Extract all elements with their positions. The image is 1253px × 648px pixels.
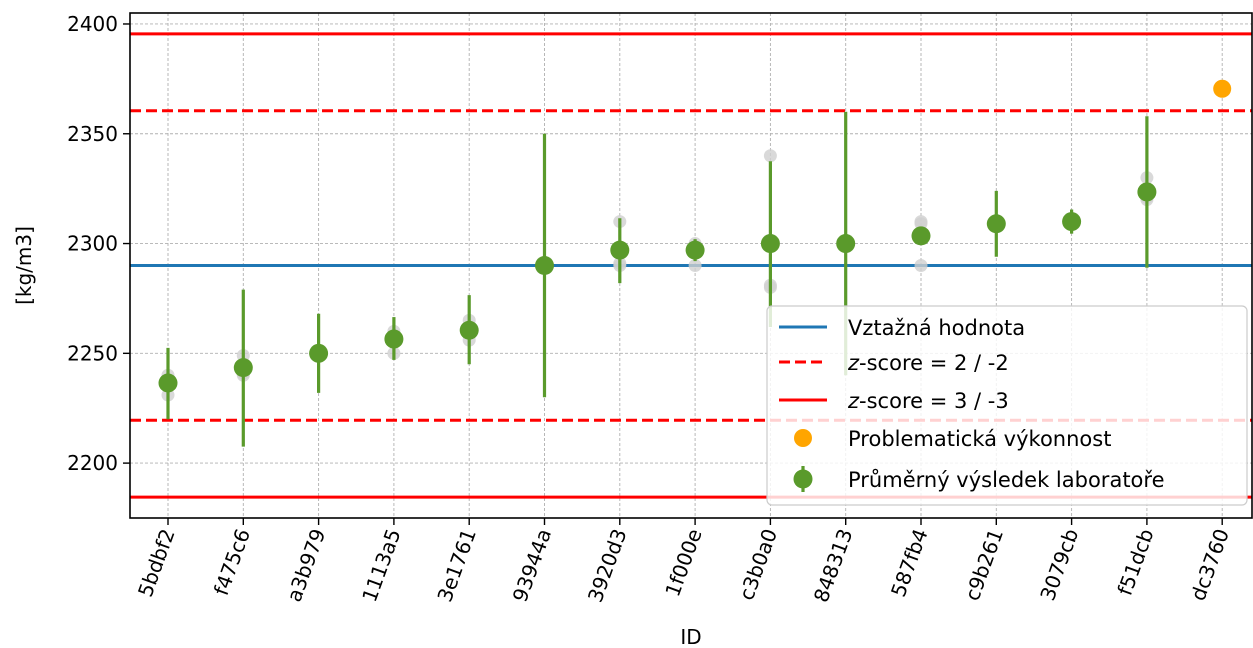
x-axis: 5bdbf2 f475c6 a3b979 1113a5 3e1761 93944a 3920… bbox=[133, 518, 1234, 605]
mean-point bbox=[535, 256, 554, 275]
x-tick-label: f475c6 bbox=[209, 526, 255, 599]
legend-label-italic: z bbox=[847, 351, 860, 375]
x-tick-label: c3b0a0 bbox=[734, 526, 782, 604]
replicate-point bbox=[914, 259, 928, 272]
legend-swatch-dot bbox=[793, 469, 813, 489]
legend-item-problem: Problematická výkonnost bbox=[794, 427, 1111, 451]
x-tick-label: 3079cb bbox=[1035, 526, 1083, 604]
mean-point bbox=[1062, 212, 1082, 232]
y-tick-label: 2300 bbox=[67, 232, 118, 256]
y-axis: 2200 2250 2300 2350 2400 bbox=[67, 12, 130, 475]
x-tick-label: a3b979 bbox=[282, 526, 330, 605]
x-tick-label: c9b261 bbox=[960, 526, 1008, 604]
mean-point bbox=[459, 320, 479, 340]
legend-label-rest: -score = 3 / -3 bbox=[859, 389, 1009, 413]
x-axis-label: ID bbox=[680, 625, 701, 648]
mean-points bbox=[158, 79, 1232, 393]
plot-frame bbox=[129, 12, 1253, 519]
x-tick-label: 5bdbf2 bbox=[133, 526, 180, 601]
legend-label: z-score = 3 / -3 bbox=[847, 389, 1009, 413]
mean-point bbox=[309, 343, 329, 363]
mean-point bbox=[1137, 182, 1157, 202]
mean-point bbox=[836, 234, 856, 254]
mean-point bbox=[610, 240, 630, 260]
legend-box bbox=[766, 305, 1248, 506]
mean-point bbox=[760, 234, 780, 254]
y-tick-label: 2350 bbox=[67, 122, 118, 146]
mean-point bbox=[158, 373, 178, 393]
mean-point bbox=[911, 226, 931, 246]
mean-point bbox=[233, 358, 253, 378]
legend-label: Vztažná hodnota bbox=[848, 316, 1025, 340]
mean-point bbox=[384, 329, 404, 349]
replicate-point bbox=[763, 149, 777, 163]
legend-item-reference: Vztažná hodnota bbox=[779, 316, 1025, 340]
x-tick-label: 848313 bbox=[809, 526, 858, 606]
mean-point bbox=[685, 240, 705, 260]
problem-point bbox=[1213, 79, 1232, 98]
x-tick-label: 587fb4 bbox=[886, 526, 933, 601]
x-tick-label: 3920d3 bbox=[583, 526, 632, 606]
legend-label: z-score = 2 / -2 bbox=[847, 351, 1009, 375]
x-tick-label: 93944a bbox=[508, 526, 557, 606]
y-axis-label: [kg/m3] bbox=[12, 226, 36, 305]
x-tick-label: 1f000e bbox=[660, 526, 707, 600]
legend-swatch-dot bbox=[794, 429, 812, 447]
mean-point bbox=[986, 214, 1006, 234]
x-tick-label: 3e1761 bbox=[432, 526, 481, 606]
legend-item-z2: z-score = 2 / -2 bbox=[779, 351, 1009, 375]
legend-label-rest: -score = 2 / -2 bbox=[859, 351, 1009, 375]
y-tick-label: 2250 bbox=[67, 341, 118, 365]
y-tick-label: 2400 bbox=[67, 12, 118, 36]
replicate-point bbox=[688, 259, 702, 272]
x-tick-label: 1113a5 bbox=[357, 526, 406, 606]
x-tick-label: f51dcb bbox=[1112, 526, 1158, 599]
legend-label: Průměrný výsledek laboratoře bbox=[848, 468, 1165, 492]
y-tick-label: 2200 bbox=[67, 451, 118, 475]
legend-item-mean: Průměrný výsledek laboratoře bbox=[793, 466, 1165, 492]
legend-label: Problematická výkonnost bbox=[848, 427, 1111, 451]
x-tick-label: dc3760 bbox=[1186, 526, 1234, 604]
legend-label-italic: z bbox=[847, 389, 860, 413]
legend-item-z3: z-score = 3 / -3 bbox=[779, 389, 1009, 413]
